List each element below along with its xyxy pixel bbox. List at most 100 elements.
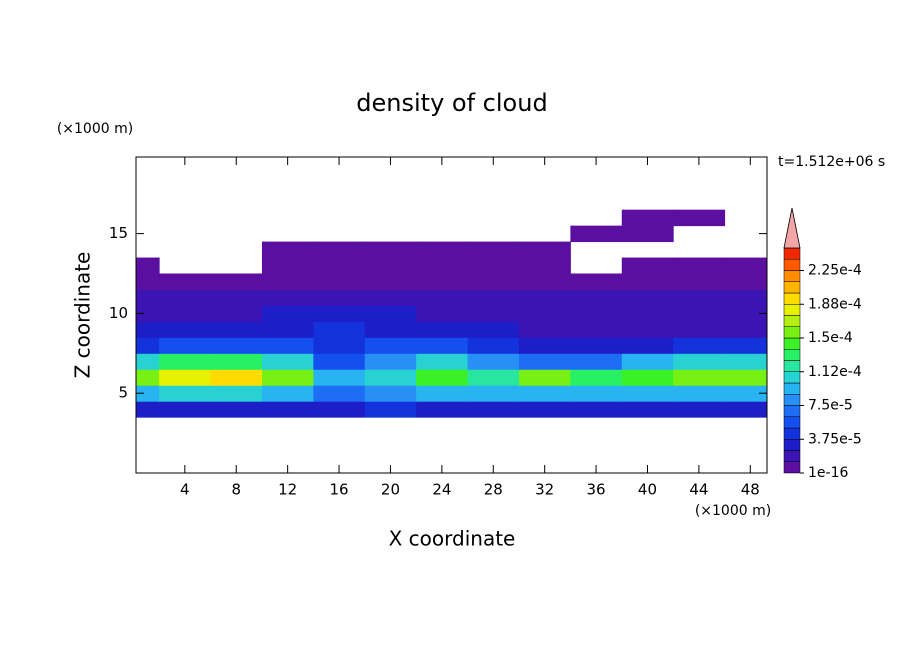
contour-cell — [136, 385, 160, 402]
x-tick-label: 20 — [381, 481, 400, 499]
contour-cell — [261, 241, 314, 259]
contour-cell — [518, 289, 571, 306]
contour-cell — [518, 369, 571, 386]
contour-cell — [518, 385, 571, 402]
colorbar-band — [783, 427, 801, 440]
contour-cell — [313, 257, 366, 275]
contour-cell — [621, 289, 674, 306]
contour-cell — [261, 305, 314, 322]
contour-cell — [136, 321, 160, 338]
contour-cell — [673, 385, 726, 402]
y-tick-label: 10 — [109, 304, 128, 322]
contour-cell — [570, 337, 623, 354]
x-unit: (×1000 m) — [695, 503, 771, 519]
colorbar-tick-label: 2.25e-4 — [808, 263, 862, 279]
colorbar-band — [783, 394, 801, 406]
contour-cell — [159, 369, 212, 386]
contour-cell — [364, 369, 417, 386]
colorbar-tick-label: 1.5e-4 — [808, 330, 853, 346]
contour-cell — [467, 353, 520, 370]
contour-cell — [673, 257, 726, 275]
colorbar-band — [783, 439, 801, 451]
contour-cell — [416, 241, 469, 259]
x-tick-label: 40 — [638, 481, 657, 499]
contour-cell — [467, 289, 520, 306]
colorbar-band — [783, 281, 801, 294]
contour-cell — [136, 273, 160, 290]
colorbar-band — [783, 315, 801, 327]
contour-cell — [364, 321, 417, 338]
contour-cell — [210, 369, 263, 386]
x-tick-label: 4 — [180, 481, 190, 499]
contour-cell — [467, 241, 520, 259]
contour-cell — [313, 401, 366, 418]
contour-cell — [313, 369, 366, 386]
contour-cell — [364, 337, 417, 354]
contour-cell — [136, 353, 160, 370]
contour-cell — [136, 369, 160, 386]
contour-cell — [159, 289, 212, 306]
colorbar-band — [783, 450, 801, 462]
contour-cell — [724, 289, 768, 306]
contour-cell — [673, 353, 726, 370]
x-tick-label: 44 — [689, 481, 708, 499]
contour-cell — [724, 321, 768, 338]
x-tick-label: 32 — [535, 481, 554, 499]
contour-cell — [416, 353, 469, 370]
plot-frame — [135, 156, 768, 474]
contour-cell — [159, 353, 212, 370]
contour-cell — [364, 257, 417, 275]
contour-cell — [621, 337, 674, 354]
contour-cell — [261, 401, 314, 418]
y-tick-label: 5 — [118, 384, 128, 402]
contour-cell — [210, 385, 263, 402]
colorbar-tick-label: 7.5e-5 — [808, 398, 853, 414]
contour-cell — [570, 353, 623, 370]
contour-cell — [673, 321, 726, 338]
colorbar-band — [783, 259, 801, 271]
contour-cell — [467, 337, 520, 354]
contour-cell — [570, 225, 623, 243]
contour-cell — [518, 305, 571, 322]
contour-cell — [518, 353, 571, 370]
contour-cell — [570, 321, 623, 338]
contour-cell — [621, 273, 674, 290]
contour-cell — [159, 401, 212, 418]
contour-cell — [621, 225, 674, 243]
contour-cell — [210, 353, 263, 370]
contour-cell — [313, 353, 366, 370]
contour-cell — [467, 385, 520, 402]
y-axis-label: Z coordinate — [71, 252, 95, 379]
colorbar-overflow — [783, 207, 801, 249]
contour-cell — [673, 401, 726, 418]
contour-cell — [416, 401, 469, 418]
x-tick-label: 28 — [484, 481, 503, 499]
contour-cell — [467, 321, 520, 338]
contour-cell — [313, 385, 366, 402]
contour-cell — [724, 337, 768, 354]
contour-cell — [621, 209, 674, 227]
contour-cell — [724, 273, 768, 290]
contour-cell — [313, 337, 366, 354]
contour-cell — [416, 337, 469, 354]
colorbar-band — [783, 416, 801, 429]
colorbar-band — [783, 382, 801, 395]
contour-cell — [261, 385, 314, 402]
contour-cell — [570, 289, 623, 306]
contour-cell — [467, 401, 520, 418]
contour-cell — [570, 273, 623, 290]
colorbar-band — [783, 292, 801, 305]
colorbar-tick-label: 1.88e-4 — [808, 296, 862, 312]
contour-cell — [136, 305, 160, 322]
contour-cell — [313, 305, 366, 322]
contour-cell — [673, 305, 726, 322]
contour-cell — [159, 273, 212, 290]
contour-cell — [621, 305, 674, 322]
x-tick-label: 16 — [330, 481, 349, 499]
contour-cell — [518, 321, 571, 338]
contour-cell — [724, 401, 768, 418]
contour-cell — [210, 273, 263, 290]
colorbar-band — [783, 461, 801, 474]
colorbar-band — [783, 405, 801, 417]
